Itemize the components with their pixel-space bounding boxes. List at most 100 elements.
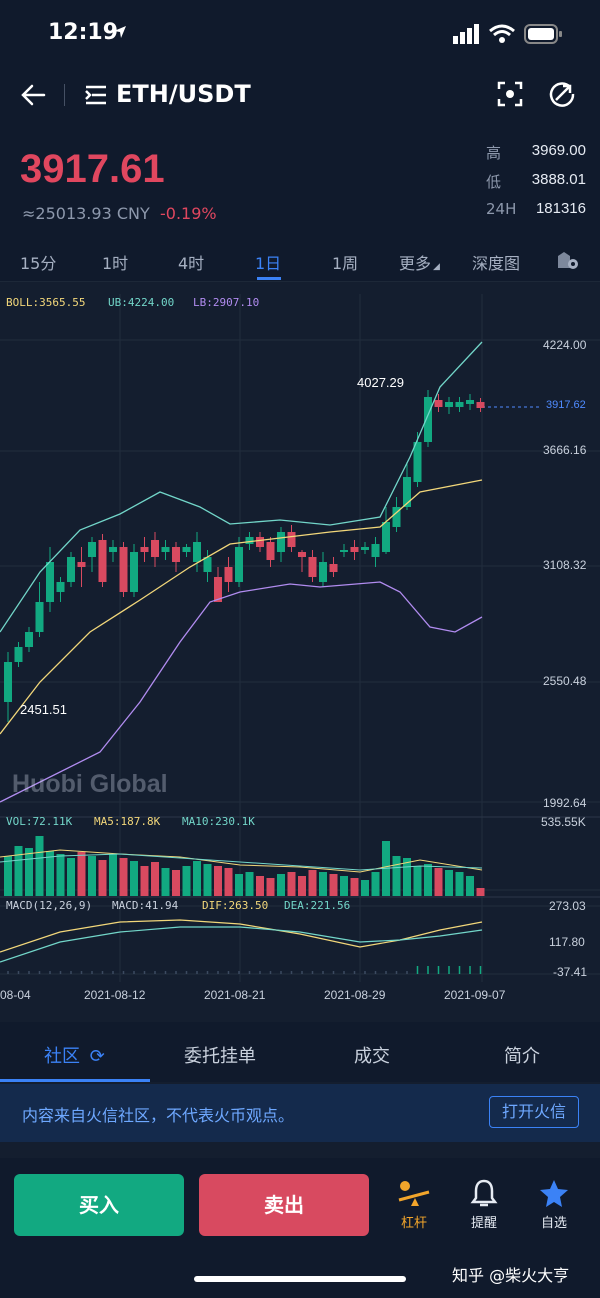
candle-body <box>56 582 65 592</box>
leverage-icon <box>384 1178 444 1212</box>
tab-community[interactable]: 社区 ⟳ <box>44 1042 105 1068</box>
alert-label: 提醒 <box>470 1216 497 1231</box>
bell-icon <box>454 1178 514 1212</box>
tab-1h[interactable]: 1时 <box>102 254 129 273</box>
macd-dea-line <box>0 926 483 963</box>
x-label: 2021-08-29 <box>324 988 386 1002</box>
volume-bar <box>392 856 401 896</box>
volume-bar <box>319 872 327 896</box>
volume-bar <box>340 876 348 896</box>
stat-label: 24H <box>486 200 517 218</box>
y-label: 4224.00 <box>543 338 587 352</box>
candle-body <box>67 557 75 582</box>
candle-body <box>424 397 432 442</box>
last-price: 3917.61 <box>20 147 165 191</box>
candle-body <box>287 532 296 547</box>
volume-bar <box>119 858 128 896</box>
volume-bar <box>445 870 453 896</box>
sell-button[interactable]: 卖出 <box>199 1174 369 1236</box>
dea-label: DEA:221.56 <box>284 899 351 912</box>
leverage-button[interactable]: 杠杆 <box>384 1178 444 1231</box>
macd-y-label: -37.41 <box>553 965 588 979</box>
tab-orders[interactable]: 委托挂单 <box>184 1046 256 1067</box>
volume-bar <box>434 868 443 896</box>
candle-body <box>413 442 422 482</box>
stat-value: 3969.00 <box>531 142 586 159</box>
boll-lower-line <box>0 581 483 803</box>
trading-pair[interactable]: ETH/USDT <box>116 80 251 108</box>
x-label: 2021-08-12 <box>84 988 146 1002</box>
stat-label: 低 <box>486 173 502 191</box>
stat-label: 高 <box>486 144 502 162</box>
boll-upper-line <box>0 341 483 633</box>
lb-label: LB:2907.10 <box>193 296 260 309</box>
chart-settings-icon[interactable] <box>556 248 580 276</box>
caret-icon: ◢ <box>433 262 440 272</box>
ub-label: UB:4224.00 <box>108 296 175 309</box>
community-notice: 内容来自火信社区，不代表火币观点。 打开火信 <box>0 1084 600 1142</box>
tab-intro[interactable]: 简介 <box>504 1046 540 1067</box>
candle-body <box>266 542 275 560</box>
volume-bar <box>287 872 296 896</box>
refresh-icon[interactable]: ⟳ <box>89 1046 105 1067</box>
candle-body <box>361 547 369 550</box>
tab-1d[interactable]: 1日 <box>255 254 282 273</box>
volume-bar <box>266 878 275 896</box>
candle-body <box>193 542 201 562</box>
back-icon[interactable] <box>20 82 46 112</box>
watermark: Huobi Global <box>12 770 168 798</box>
candle-body <box>4 662 12 702</box>
candle-body <box>476 402 485 408</box>
macd-label: MACD:41.94 <box>112 899 179 912</box>
tab-more[interactable]: 更多 ◢ <box>399 250 440 274</box>
battery-icon <box>524 24 564 48</box>
candle-body <box>140 547 149 552</box>
high-marker: 4027.29 <box>357 375 404 390</box>
candle-body <box>350 547 359 552</box>
menu-icon[interactable] <box>84 84 108 110</box>
y-label: 2550.48 <box>543 674 587 688</box>
candle-body <box>35 602 44 632</box>
kline-chart[interactable]: BOLL:3565.55 UB:4224.00 LB:2907.10 4224.… <box>0 282 600 1010</box>
tab-trades[interactable]: 成交 <box>354 1046 390 1067</box>
share-icon[interactable] <box>548 80 576 112</box>
volume-bar <box>77 852 86 896</box>
volume-bar <box>350 878 359 896</box>
cny-price: ≈25013.93 CNY <box>22 204 150 223</box>
screenshot-icon[interactable] <box>496 80 524 112</box>
volume-bar <box>298 876 306 896</box>
candle-body <box>88 542 96 557</box>
top-bar: ETH/USDT <box>0 70 600 120</box>
macd-y-label: 117.80 <box>549 935 585 949</box>
buy-button[interactable]: 买入 <box>14 1174 184 1236</box>
leverage-label: 杠杆 <box>400 1216 427 1231</box>
candle-body <box>98 540 107 582</box>
candle-body <box>182 547 191 552</box>
candle-body <box>235 547 243 582</box>
volume-bar <box>46 851 54 896</box>
tab-4h[interactable]: 4时 <box>178 254 205 273</box>
favorite-button[interactable]: 自选 <box>524 1178 584 1231</box>
volume-bar <box>256 876 264 896</box>
footer-watermark: 知乎 @柴火大亨 <box>452 1266 570 1285</box>
stats-panel: 高 3969.00 低 3888.01 24H 181316 <box>486 142 586 229</box>
candle-body <box>392 507 401 527</box>
alert-button[interactable]: 提醒 <box>454 1178 514 1231</box>
tab-15m[interactable]: 15分 <box>20 254 57 273</box>
candle-body <box>224 567 233 582</box>
candle-body <box>203 557 212 572</box>
volume-bar <box>35 836 44 896</box>
volume-ma10-line <box>0 853 483 871</box>
home-indicator <box>194 1276 406 1282</box>
stat-high: 高 3969.00 <box>486 142 586 171</box>
candle-body <box>256 537 264 547</box>
candle-body <box>445 402 453 407</box>
candle-body <box>130 552 138 592</box>
candle-body <box>382 522 390 552</box>
open-huoxin-button[interactable]: 打开火信 <box>489 1096 579 1128</box>
volume-bar <box>172 870 180 896</box>
volume-bar <box>235 874 243 896</box>
candle-body <box>172 547 180 562</box>
tab-depth[interactable]: 深度图 <box>472 254 521 273</box>
tab-1w[interactable]: 1周 <box>332 254 359 273</box>
